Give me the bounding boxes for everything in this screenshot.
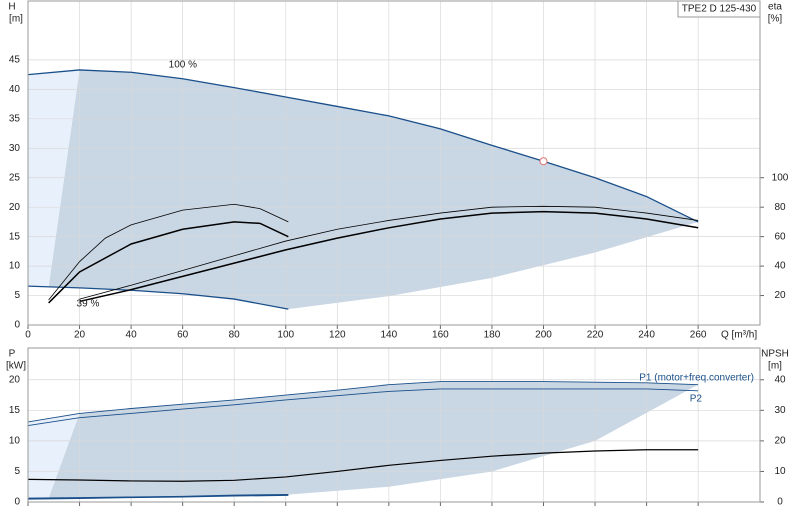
y-tick-label: 10 xyxy=(9,436,21,447)
x-axis-label: Q [m³/h] xyxy=(721,330,757,341)
curve xyxy=(48,221,289,304)
y2-tick-label: 0 xyxy=(777,497,783,508)
x-tick-label: 100 xyxy=(277,330,294,341)
x-tick-label: 200 xyxy=(535,330,552,341)
x-tick-label: 220 xyxy=(587,330,604,341)
y-tick-label: 10 xyxy=(9,261,21,272)
curve xyxy=(79,205,699,300)
y2-tick-label: 100 xyxy=(772,172,789,183)
x-tick-label: 20 xyxy=(74,330,86,341)
y-tick-label: 45 xyxy=(9,55,21,66)
x-tick-label: 260 xyxy=(690,330,707,341)
chart-title: TPE2 D 125-430 xyxy=(682,4,757,15)
y-axis-unit: [m] xyxy=(9,14,23,25)
y-tick-label: 0 xyxy=(14,320,20,331)
plot-border xyxy=(27,0,761,326)
curve xyxy=(27,449,699,482)
curve-label: 100 % xyxy=(169,59,197,70)
x-tick-label: 40 xyxy=(126,330,138,341)
x-tick-label: 160 xyxy=(432,330,449,341)
curve-label: 39 % xyxy=(77,299,100,310)
y2-tick-label: 30 xyxy=(774,405,786,416)
y2-tick-label: 20 xyxy=(774,290,786,301)
y2-tick-label: 20 xyxy=(774,436,786,447)
y-tick-label: 5 xyxy=(14,466,20,477)
duty-point xyxy=(539,157,548,166)
y2-axis-label: eta xyxy=(768,2,782,13)
y-tick-label: 0 xyxy=(14,497,20,508)
y2-axis-label: NPSH xyxy=(761,349,789,360)
y2-tick-label: 40 xyxy=(774,261,786,272)
title-box xyxy=(677,0,761,18)
curve xyxy=(79,210,699,303)
y-tick-label: 5 xyxy=(14,290,20,301)
y-tick-label: 40 xyxy=(9,84,21,95)
y-tick-label: 35 xyxy=(9,113,21,124)
x-tick-label: 140 xyxy=(381,330,398,341)
x-tick-label: 0 xyxy=(25,330,31,341)
curve xyxy=(27,494,289,500)
operating-area xyxy=(48,69,699,310)
y2-tick-label: 10 xyxy=(774,466,786,477)
y2-axis-unit: [%] xyxy=(768,14,783,25)
y2-axis-unit: [m] xyxy=(768,361,782,372)
legend-label: P1 (motor+freq.converter) xyxy=(639,373,754,384)
y-tick-label: 30 xyxy=(9,143,21,154)
y-axis-unit: [kW] xyxy=(6,361,26,372)
x-tick-label: 180 xyxy=(484,330,501,341)
operating-area xyxy=(48,381,699,499)
curve xyxy=(27,388,699,427)
curve xyxy=(27,285,289,310)
x-tick-label: 80 xyxy=(229,330,241,341)
y-tick-label: 20 xyxy=(9,202,21,213)
operating-area xyxy=(28,413,80,499)
curve xyxy=(27,69,699,223)
y-tick-label: 15 xyxy=(9,405,21,416)
plot-border xyxy=(27,347,761,503)
legend-label: P2 xyxy=(690,394,703,405)
y-axis-label: P xyxy=(9,349,16,360)
y2-tick-label: 80 xyxy=(774,202,786,213)
y-tick-label: 20 xyxy=(9,374,21,385)
operating-area xyxy=(28,69,80,287)
x-tick-label: 240 xyxy=(638,330,655,341)
y-tick-label: 25 xyxy=(9,172,21,183)
curve xyxy=(48,203,289,301)
y2-tick-label: 60 xyxy=(774,231,786,242)
x-tick-label: 60 xyxy=(177,330,189,341)
y-tick-label: 15 xyxy=(9,231,21,242)
curve xyxy=(27,381,699,423)
y2-tick-label: 40 xyxy=(774,374,786,385)
x-tick-label: 120 xyxy=(329,330,346,341)
y-axis-label: H xyxy=(8,2,15,13)
